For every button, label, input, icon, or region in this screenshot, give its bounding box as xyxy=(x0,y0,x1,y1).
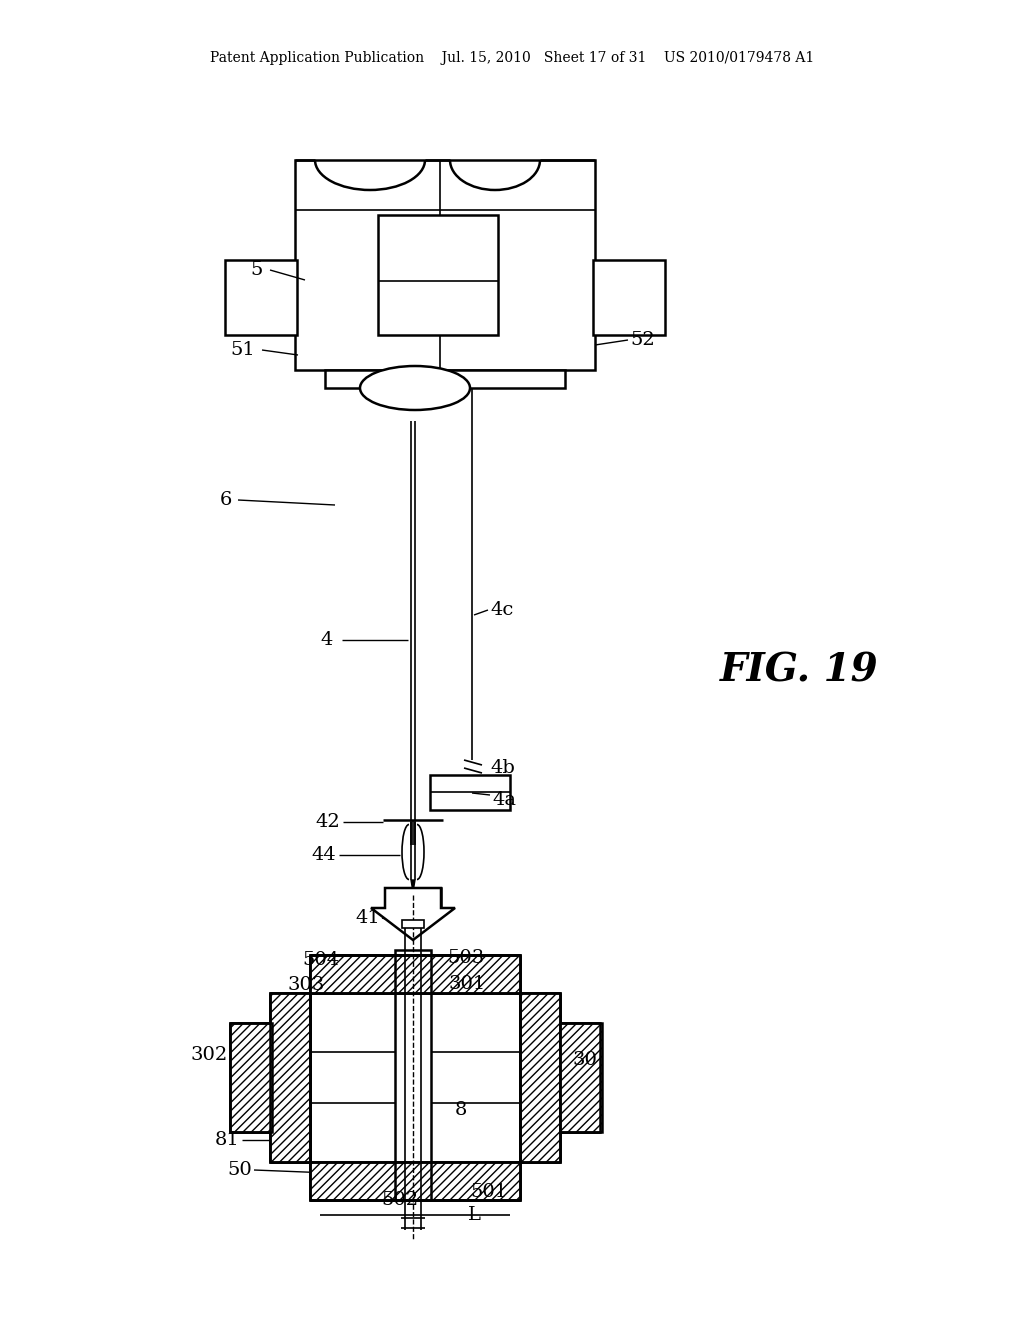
Bar xyxy=(593,260,665,335)
Bar xyxy=(395,950,431,1200)
Bar xyxy=(270,993,310,1162)
Text: Patent Application Publication    Jul. 15, 2010   Sheet 17 of 31    US 2010/0179: Patent Application Publication Jul. 15, … xyxy=(210,51,814,65)
Bar xyxy=(560,1023,602,1133)
Bar xyxy=(310,993,520,1162)
Text: 504: 504 xyxy=(303,950,340,969)
Text: 502: 502 xyxy=(381,1191,419,1209)
Text: 50: 50 xyxy=(227,1162,252,1179)
Bar xyxy=(310,993,520,1162)
Text: FIG. 19: FIG. 19 xyxy=(720,651,879,689)
Text: 301: 301 xyxy=(449,975,485,993)
Bar xyxy=(430,775,510,810)
Bar xyxy=(225,260,297,335)
Polygon shape xyxy=(371,888,455,940)
Text: 501: 501 xyxy=(470,1183,507,1201)
Bar xyxy=(270,993,310,1162)
Text: 81: 81 xyxy=(215,1131,240,1148)
Text: 44: 44 xyxy=(311,846,336,865)
Bar xyxy=(385,888,441,908)
Polygon shape xyxy=(411,880,415,892)
Bar xyxy=(310,1162,520,1200)
Bar xyxy=(230,1023,270,1133)
Text: 41: 41 xyxy=(355,909,380,927)
Bar xyxy=(395,954,431,1200)
Bar xyxy=(560,1023,600,1133)
Text: 302: 302 xyxy=(190,1045,228,1064)
Bar xyxy=(404,378,426,399)
Text: L: L xyxy=(468,1206,481,1224)
Text: 4b: 4b xyxy=(490,759,515,777)
Bar xyxy=(325,370,565,388)
Text: 303: 303 xyxy=(288,975,325,994)
Bar xyxy=(520,993,560,1162)
Text: 51: 51 xyxy=(230,341,255,359)
Bar xyxy=(310,954,520,993)
Text: 4a: 4a xyxy=(492,791,516,809)
Bar xyxy=(378,215,498,335)
Text: 6: 6 xyxy=(220,491,232,510)
Bar xyxy=(310,954,520,993)
Bar xyxy=(230,1023,272,1133)
Text: 503: 503 xyxy=(447,949,484,968)
Bar xyxy=(402,920,424,928)
Text: 42: 42 xyxy=(315,813,340,832)
Text: 30: 30 xyxy=(572,1051,597,1069)
Bar xyxy=(295,160,595,370)
Text: 4c: 4c xyxy=(490,601,513,619)
Text: 4: 4 xyxy=(319,631,333,649)
Text: 5: 5 xyxy=(250,261,262,279)
Bar xyxy=(310,1162,520,1200)
Ellipse shape xyxy=(360,366,470,411)
Bar xyxy=(520,993,560,1162)
Text: 8: 8 xyxy=(455,1101,467,1119)
Text: 52: 52 xyxy=(630,331,654,348)
